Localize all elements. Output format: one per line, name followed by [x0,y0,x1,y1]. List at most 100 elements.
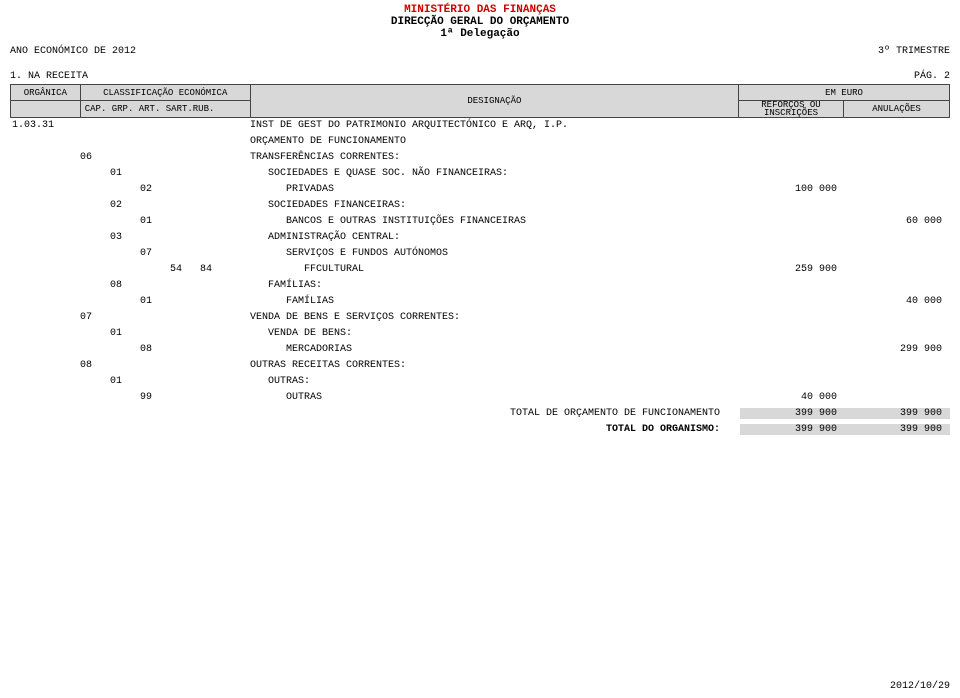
code-part [200,168,230,179]
code-part: 01 [110,376,140,387]
delegation-title: 1ª Delegação [0,28,960,40]
code-part [80,328,110,339]
code-part [200,200,230,211]
cell-code: 99 [80,392,250,403]
table-row: 01VENDA DE BENS: [10,326,950,342]
code-part: 03 [110,232,140,243]
th-reforcos: REFORÇOS OU INSCRIÇÕES [739,101,844,117]
total-funcionamento-row: TOTAL DE ORÇAMENTO DE FUNCIONAMENTO 399 … [10,406,950,422]
th-anulacoes: ANULAÇÕES [844,101,949,117]
code-part [170,376,200,387]
code-part [200,296,230,307]
cell-designacao: ORÇAMENTO DE FUNCIONAMENTO [250,136,740,147]
cell-code: 01 [80,328,250,339]
table-row: 99OUTRAS40 000 [10,390,950,406]
table-row: 08OUTRAS RECEITAS CORRENTES: [10,358,950,374]
code-part [170,248,200,259]
code-part [110,344,140,355]
cell-designacao: BANCOS E OUTRAS INSTITUIÇÕES FINANCEIRAS [250,216,740,227]
code-part [170,392,200,403]
direction-title: DIRECÇÃO GERAL DO ORÇAMENTO [0,16,960,28]
cell-designacao: FFCULTURAL [250,264,740,275]
cell-anulacoes: 40 000 [845,296,950,307]
cell-code: 07 [80,312,250,323]
table-row: 06TRANSFERÊNCIAS CORRENTES: [10,150,950,166]
table-row: 02PRIVADAS100 000 [10,182,950,198]
code-part [110,264,140,275]
code-part [170,216,200,227]
code-part [140,280,170,291]
cell-designacao: MERCADORIAS [250,344,740,355]
economic-year: ANO ECONÓMICO DE 2012 [10,46,136,57]
code-part [140,152,170,163]
total-funcionamento-anul: 399 900 [845,408,950,419]
code-part [200,344,230,355]
code-part: 01 [140,216,170,227]
code-part [200,248,230,259]
code-part: 08 [110,280,140,291]
code-part [80,392,110,403]
total-organismo-row: TOTAL DO ORGANISMO: 399 900 399 900 [10,422,950,438]
code-part [110,248,140,259]
total-organismo-anul: 399 900 [845,424,950,435]
code-part [80,232,110,243]
cell-code: 01 [80,376,250,387]
table-row: ORÇAMENTO DE FUNCIONAMENTO [10,134,950,150]
code-part [140,168,170,179]
code-part [80,296,110,307]
code-part [80,216,110,227]
code-part: 06 [80,152,110,163]
th-cap-grp: CAP. GRP. ART. SART.RUB. [81,101,250,117]
code-part [110,216,140,227]
code-part [80,184,110,195]
code-part [200,280,230,291]
table-row: 03ADMINISTRAÇÃO CENTRAL: [10,230,950,246]
cell-designacao: VENDA DE BENS E SERVIÇOS CORRENTES: [250,312,740,323]
th-blank [11,101,80,117]
code-part [140,328,170,339]
code-part [170,312,200,323]
cell-code: 01 [80,168,250,179]
code-part: 02 [140,184,170,195]
cell-designacao: FAMÍLIAS: [250,280,740,291]
quarter-label: 3º TRIMESTRE [878,46,950,57]
cell-code: 5484 [80,264,250,275]
code-part [80,248,110,259]
code-part [140,376,170,387]
table-row: 08 FAMÍLIAS: [10,278,950,294]
code-part [200,232,230,243]
cell-reforcos: 259 900 [740,264,845,275]
code-part: 08 [140,344,170,355]
cell-code: 06 [80,152,250,163]
cell-anulacoes: 299 900 [845,344,950,355]
code-part [170,200,200,211]
table-header: ORGÂNICA CLASSIFICAÇÃO ECONÓMICA CAP. GR… [10,84,950,118]
cell-organica: 1.03.31 [10,120,80,131]
total-organismo-label: TOTAL DO ORGANISMO: [250,424,740,435]
cell-code: 02 [80,200,250,211]
code-part: 08 [80,360,110,371]
table-row: 01FAMÍLIAS40 000 [10,294,950,310]
code-part [170,344,200,355]
th-em-euro: EM EURO [739,85,949,101]
page-number: PÁG. 2 [914,71,950,82]
code-part [140,264,170,275]
code-part [170,232,200,243]
code-part [200,376,230,387]
code-part [110,360,140,371]
cell-code: 01 [80,296,250,307]
table-row: 08 MERCADORIAS 299 900 [10,342,950,358]
total-funcionamento-label: TOTAL DE ORÇAMENTO DE FUNCIONAMENTO [250,408,740,419]
cell-code: 02 [80,184,250,195]
table-row: 01OUTRAS: [10,374,950,390]
code-part: 99 [140,392,170,403]
code-part [110,152,140,163]
code-part [80,168,110,179]
code-part: 02 [110,200,140,211]
footer-date: 2012/10/29 [890,681,950,692]
code-part [80,264,110,275]
code-part [80,344,110,355]
code-part [200,328,230,339]
cell-reforcos: 100 000 [740,184,845,195]
code-part [170,280,200,291]
